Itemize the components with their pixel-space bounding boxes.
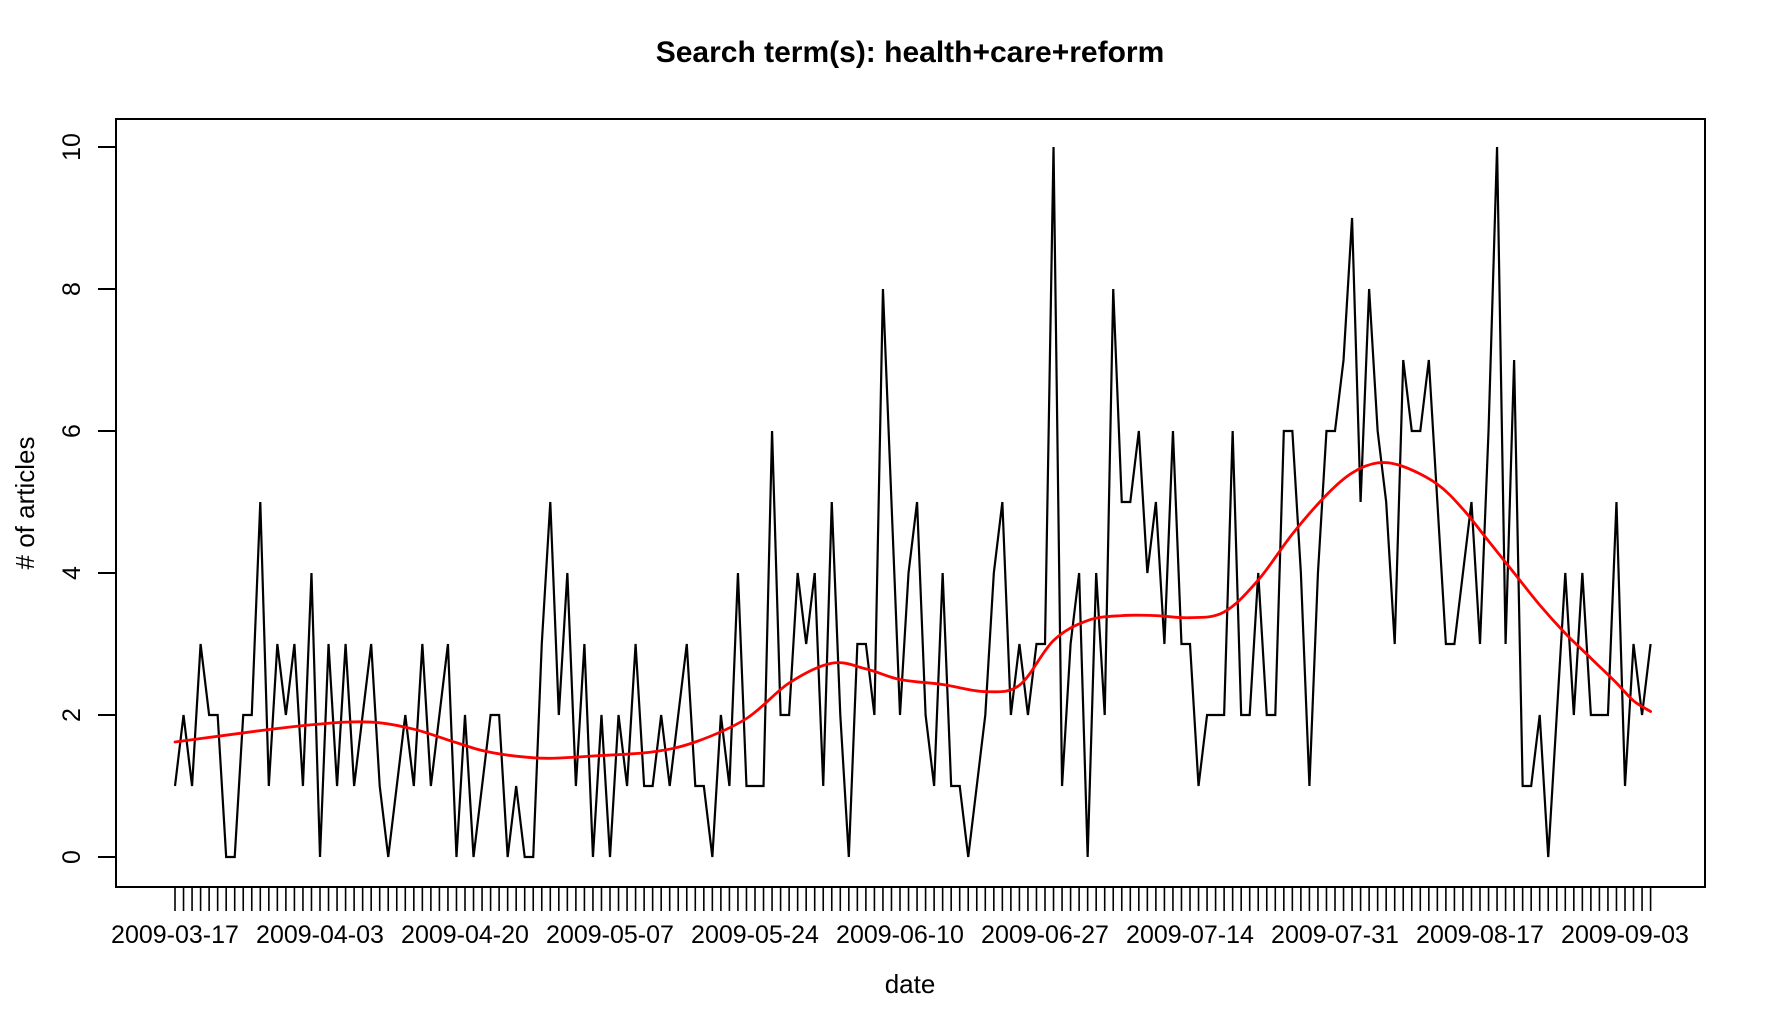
y-tick-label: 4 [58,566,86,580]
x-tick-label: 2009-07-14 [1126,921,1254,949]
y-tick-label: 0 [58,850,86,864]
x-tick-label: 2009-05-24 [691,921,819,949]
x-axis-title: date [885,969,936,999]
y-tick-label: 10 [58,133,86,161]
x-tick-label: 2009-03-17 [111,921,239,949]
x-tick-label: 2009-09-03 [1561,921,1689,949]
x-tick-label: 2009-04-20 [401,921,529,949]
y-axis-title: # of articles [10,437,40,570]
smooth-trend-line [173,461,1652,760]
x-tick-label: 2009-06-27 [981,921,1109,949]
x-tick-label: 2009-05-07 [546,921,674,949]
data-series-line [173,146,1652,859]
x-tick-label: 2009-06-10 [836,921,964,949]
plot-box [115,118,1706,888]
chart-title: Search term(s): health+care+reform [656,36,1165,69]
plot-area: 0 2 4 6 8 10 2009-03-17 2009-04-03 2009-04-20 200… [58,118,1706,949]
x-tick-label: 2009-04-03 [256,921,384,949]
x-tick-label: 2009-07-31 [1271,921,1399,949]
y-tick-label: 2 [58,708,86,722]
x-tick-label: 2009-08-17 [1416,921,1544,949]
y-tick-label: 6 [58,424,86,438]
y-tick-label: 8 [58,282,86,296]
